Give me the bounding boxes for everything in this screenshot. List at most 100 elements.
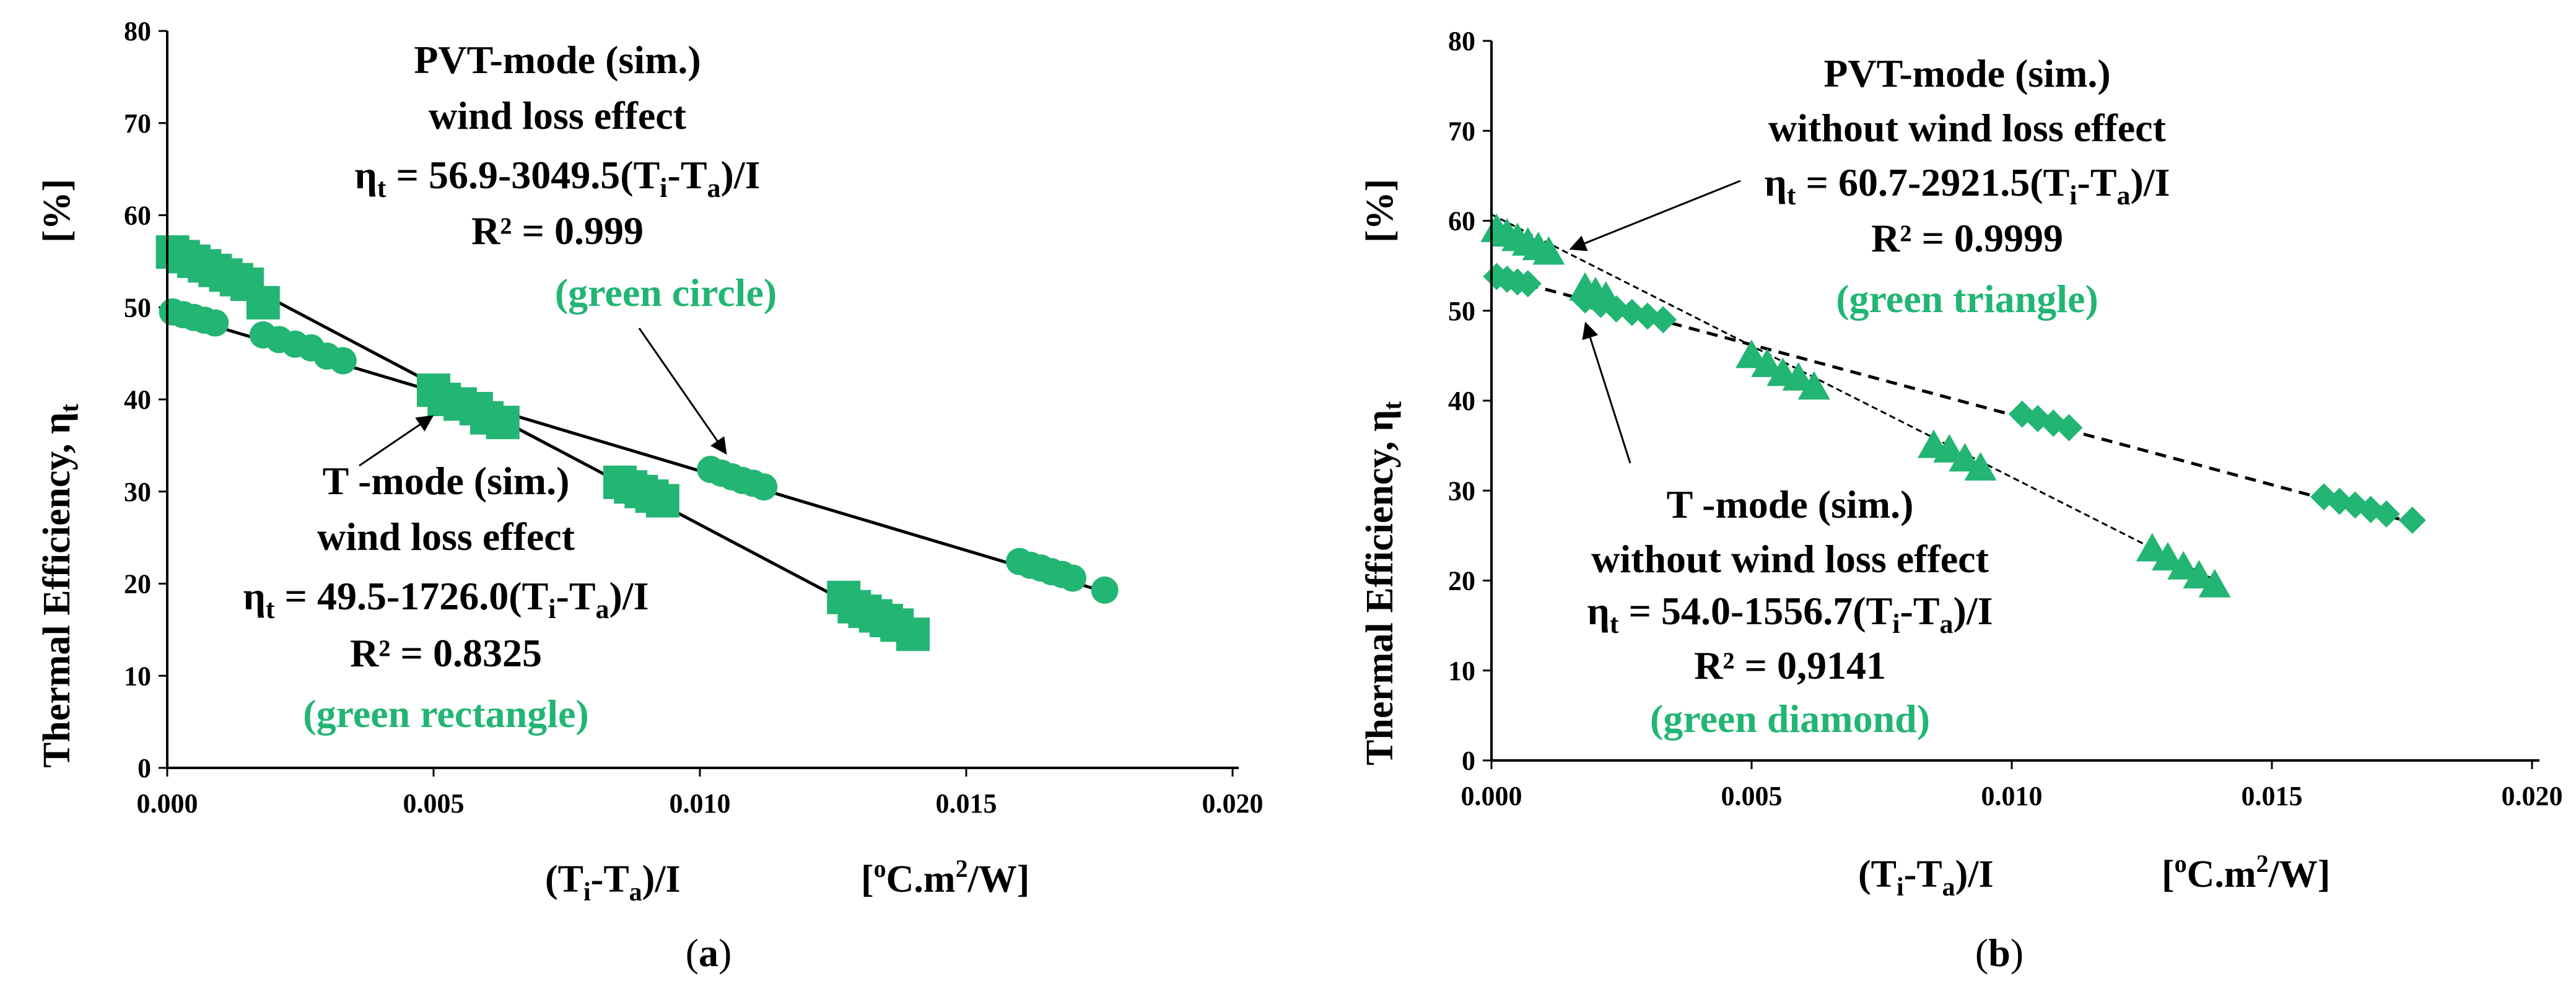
data-points-b — [1480, 214, 2426, 598]
circle-data-point — [1059, 564, 1086, 592]
x-tick-label: 0.005 — [1721, 781, 1783, 811]
y-tick-label: 0 — [138, 753, 151, 783]
x-axis-label-b: (Ti-Ta)/I — [1858, 853, 1994, 902]
diamond-data-point — [1634, 302, 1661, 330]
square-data-point — [246, 285, 280, 320]
annotation-pvt-marker-b: (green triangle) — [1836, 277, 2098, 321]
circle-data-point — [750, 473, 778, 501]
y-tick-label: 20 — [124, 569, 151, 599]
annotation-pvt-title-b: PVT-mode (sim.) — [1823, 51, 2110, 95]
axis-ticks-b: 0 10 20 30 40 50 60 70 80 0.000 0.005 0.010 0.015 0.0… — [1448, 26, 2563, 811]
triangle-data-point — [2183, 560, 2216, 589]
x-tick-label: 0.020 — [1202, 788, 1264, 819]
x-tick-label: 0.000 — [1461, 781, 1522, 811]
annotation-t-marker-b: (green diamond) — [1650, 697, 1930, 741]
x-tick-label: 0.000 — [137, 788, 198, 819]
y-tick-label: 20 — [1448, 566, 1475, 596]
triangle-data-point — [1532, 236, 1565, 265]
y-tick-label: 80 — [1448, 26, 1475, 56]
y-tick-label: 60 — [124, 201, 151, 231]
y-tick-label: 40 — [124, 385, 151, 415]
annotation-pvt-effect-b: without wind loss effect — [1768, 106, 2166, 150]
y-tick-label: 10 — [124, 661, 151, 691]
triangle-data-point — [1751, 348, 1784, 377]
arrow-t-a — [359, 415, 434, 467]
annotation-t-equation-a: ηt = 49.5-1726.0(Ti-Ta)/I — [243, 574, 648, 624]
square-data-point — [486, 406, 520, 440]
annotation-t-r2-b: R² = 0,9141 — [1694, 643, 1886, 687]
annotation-pvt-r2-b: R² = 0.9999 — [1871, 216, 2063, 260]
diamond-data-point — [1649, 306, 1677, 334]
arrow-t-b — [1582, 321, 1631, 464]
x-tick-label: 0.010 — [670, 788, 731, 819]
fit-line — [1491, 213, 2226, 586]
triangle-data-point — [1782, 362, 1815, 391]
y-tick-label: 30 — [124, 477, 151, 507]
circle-data-point — [1091, 576, 1119, 604]
chart-panel-b: 0 10 20 30 40 50 60 70 80 0.000 0.005 0.010 0.015 0.0… — [1359, 26, 2563, 975]
annotation-pvt-equation-a: ηt = 56.9-3049.5(Ti-Ta)/I — [354, 153, 760, 203]
annotation-t-marker-a: (green rectangle) — [303, 692, 588, 736]
y-tick-label: 70 — [1448, 116, 1475, 146]
y-tick-label: 80 — [124, 16, 151, 46]
y-tick-label: 30 — [1448, 476, 1475, 506]
y-axis-unit-a: [%] — [36, 179, 78, 243]
annotation-t-r2-a: R² = 0.8325 — [350, 631, 542, 675]
y-tick-label: 50 — [1448, 296, 1475, 326]
annotation-t-title-a: T -mode (sim.) — [323, 459, 570, 503]
arrow-pvt-b — [1569, 180, 1741, 251]
x-tick-label: 0.005 — [403, 788, 465, 819]
circle-data-point — [329, 347, 357, 375]
y-tick-label: 50 — [124, 292, 151, 323]
caption-a: (a) — [686, 931, 732, 975]
x-tick-label: 0.010 — [1981, 781, 2043, 811]
annotation-t-effect-a: wind loss effect — [317, 515, 575, 559]
y-tick-label: 10 — [1448, 656, 1475, 686]
annotation-t-title-b: T -mode (sim.) — [1667, 482, 1914, 526]
annotation-pvt-equation-b: ηt = 60.7-2921.5(Ti-Ta)/I — [1764, 160, 2170, 211]
chart-panel-a: 0 10 20 30 40 50 60 70 80 0.000 0.005 0.010 0.015 0.0… — [36, 16, 1264, 975]
caption-b: (b) — [1975, 931, 2024, 975]
triangle-data-point — [1797, 371, 1830, 400]
x-axis-label-a: (Ti-Ta)/I — [545, 858, 681, 907]
y-axis-unit-b: [%] — [1359, 179, 1401, 243]
square-data-point — [645, 484, 679, 518]
triangle-data-point — [1949, 443, 1981, 472]
y-tick-label: 60 — [1448, 206, 1475, 237]
triangle-data-point — [2152, 542, 2184, 571]
triangle-data-point — [2167, 551, 2200, 580]
triangle-data-point — [2198, 568, 2231, 598]
triangle-data-point — [2136, 533, 2168, 562]
annotation-pvt-r2-a: R² = 0.999 — [471, 209, 644, 253]
circle-data-point — [430, 381, 458, 409]
x-tick-label: 0.015 — [2242, 781, 2303, 811]
y-tick-label: 0 — [1462, 746, 1475, 776]
triangle-data-point — [1736, 339, 1768, 368]
x-tick-label: 0.015 — [936, 788, 997, 819]
x-axis-unit-a: [oC.m2/W] — [861, 855, 1029, 900]
annotation-pvt-marker-a: (green circle) — [555, 271, 777, 315]
fit-lines-b — [1491, 213, 2413, 586]
annotation-pvt-effect-a: wind loss effect — [429, 94, 687, 137]
diamond-data-point — [1587, 290, 1615, 318]
diamond-data-point — [1618, 298, 1646, 326]
square-data-point — [896, 617, 930, 651]
y-axis-label-a: Thermal Efficiency, ηt — [36, 404, 84, 768]
x-axis-unit-b: [oC.m2/W] — [2162, 850, 2330, 895]
annotation-t-equation-b: ηt = 54.0-1556.7(Ti-Ta)/I — [1587, 589, 1993, 639]
triangle-data-point — [1964, 451, 1997, 481]
annotation-t-effect-b: without wind loss effect — [1591, 537, 1989, 581]
annotation-pvt-title-a: PVT-mode (sim.) — [414, 38, 701, 82]
circle-data-point — [201, 309, 229, 337]
x-tick-label: 0.020 — [2502, 781, 2563, 811]
data-points-a — [155, 235, 1119, 651]
diamond-data-point — [2055, 414, 2083, 442]
fit-line — [166, 242, 914, 638]
axis-ticks-a: 0 10 20 30 40 50 60 70 80 0.000 0.005 0.010 0.015 0.0… — [124, 16, 1264, 819]
diamond-data-point — [2372, 500, 2400, 528]
triangle-data-point — [1933, 433, 1966, 463]
diamond-data-point — [2398, 507, 2426, 534]
y-tick-label: 70 — [124, 108, 151, 139]
y-tick-label: 40 — [1448, 386, 1475, 416]
